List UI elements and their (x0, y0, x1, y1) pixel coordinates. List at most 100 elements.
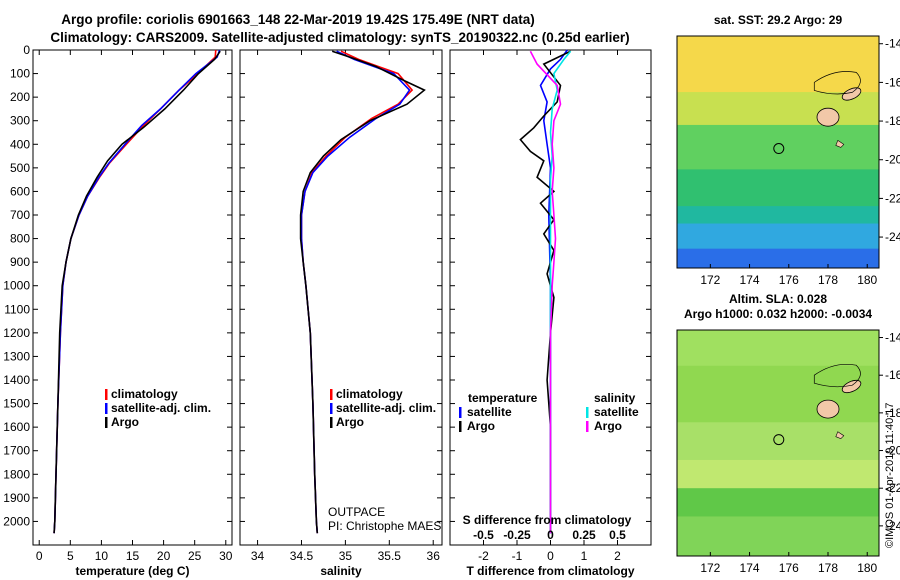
x-tick-label: 34 (251, 549, 265, 563)
series-line-satellite-adj-clim- (53, 49, 221, 534)
legend-temperature-title: temperature (468, 391, 538, 405)
map-x-tick-label: 180 (857, 273, 877, 287)
y-tick-label: 1200 (3, 326, 30, 340)
s-diff-tick-label: -0.25 (503, 528, 531, 542)
s-diff-tick-label: 0 (547, 528, 554, 542)
series-line-satellite-adj-clim- (300, 50, 411, 534)
y-tick-label: 1400 (3, 373, 30, 387)
argo-position-marker (773, 434, 785, 446)
plot-frame (239, 49, 443, 546)
map-x-tick-label: 172 (700, 273, 720, 287)
y-tick-label: 300 (10, 114, 30, 128)
legend-label: satellite-adj. clim. (336, 401, 436, 415)
legend-label: climatology (111, 387, 178, 401)
x-tick-label: 15 (126, 549, 140, 563)
map-x-tick-label: 174 (740, 561, 760, 575)
map-y-tick-label: -20 (885, 444, 900, 458)
y-tick-label: 2000 (3, 514, 30, 528)
legend-swatch (459, 421, 462, 432)
temperature-panel: 0 5 10 15 20 25 300100200300400500600700800900… (3, 43, 232, 578)
x-tick-label: 35.5 (378, 549, 402, 563)
map-y-tick-label: -22 (885, 191, 900, 205)
x-tick-label: 10 (95, 549, 109, 563)
series-line-s-argo (529, 50, 562, 534)
y-tick-label: 1100 (4, 302, 30, 316)
map-subtitle: Argo h1000: 0.032 h2000: -0.0034 (684, 307, 872, 321)
legend-swatch (459, 407, 462, 418)
x-tick-label: 36 (427, 549, 441, 563)
map-y-tick-label: -20 (885, 153, 900, 167)
map-y-tick-label: -18 (885, 114, 900, 128)
imos-credit: ©IMOS 01-Apr-2019 11:40:17 (884, 403, 896, 548)
map-band (677, 248, 879, 268)
legend-label: Argo (594, 419, 622, 433)
difference-panel: -2 -1 0 1 2T difference from climatology -0.5… (449, 49, 652, 578)
map-x-tick-label: 178 (818, 561, 838, 575)
map-band (677, 459, 879, 490)
y-tick-label: 1300 (3, 349, 30, 363)
map-y-tick-label: -16 (885, 75, 900, 89)
legend-label: Argo (467, 419, 495, 433)
salinity-panel: 34 34.5 35 35.5 36 salinity climatologysatelli… (239, 49, 443, 578)
y-tick-label: 600 (10, 184, 30, 198)
legend-swatch (586, 407, 589, 418)
map-band (677, 36, 879, 94)
x-tick-label: -2 (478, 549, 489, 563)
map-field (677, 36, 879, 268)
map-y-tick-label: -14 (885, 331, 900, 345)
x-tick-label: 34.5 (290, 549, 314, 563)
y-tick-label: 1800 (3, 467, 30, 481)
x-tick-label: 1 (581, 549, 588, 563)
map-title: Altim. SLA: 0.028 (729, 292, 827, 306)
island-viti-levu (816, 107, 840, 127)
map-y-tick-label: -18 (885, 406, 900, 420)
island-vanua-levu (841, 379, 862, 394)
map-x-tick-label: 172 (700, 561, 720, 575)
legend-swatch (330, 389, 333, 400)
argo-position-marker (773, 143, 785, 155)
series-line-t-argo (519, 50, 571, 534)
map-frame (676, 35, 880, 269)
x-axis-label: temperature (deg C) (75, 564, 189, 578)
map-band (677, 124, 879, 171)
map-band (677, 365, 879, 424)
s-diff-tick-label: 0.25 (572, 528, 596, 542)
map-y-tick-label: -16 (885, 368, 900, 382)
legend-label: satellite (467, 405, 512, 419)
x-tick-label: 0 (547, 549, 554, 563)
reef-outline (813, 363, 861, 388)
map-x-tick-label: 180 (857, 561, 877, 575)
legend-swatch (330, 403, 333, 414)
legend-label: Argo (111, 415, 139, 429)
s-diff-tick-label: -0.5 (473, 528, 494, 542)
title-line-1: Argo profile: coriolis 6901663_148 22-Ma… (61, 12, 534, 27)
y-tick-label: 1900 (3, 491, 30, 505)
map-y-tick-label: -14 (885, 37, 900, 51)
reef-outline (813, 71, 861, 95)
map-x-tick-label: 176 (779, 273, 799, 287)
y-tick-label: 1000 (3, 279, 30, 293)
x-axis-label: salinity (320, 564, 362, 578)
legend-swatch (330, 417, 333, 428)
map-band (677, 330, 879, 367)
annotation-project: OUTPACE (328, 505, 385, 519)
y-tick-label: 1700 (3, 444, 30, 458)
legend-label: satellite (594, 405, 639, 419)
island-kadavu (835, 431, 845, 440)
series-line-climatology (53, 49, 217, 534)
map-field (677, 330, 879, 556)
map-y-tick-label: -22 (885, 481, 900, 495)
map-frame (676, 329, 880, 557)
map-band (677, 516, 879, 556)
s-diff-axis-label: S difference from climatology (463, 513, 632, 527)
legend-label: satellite-adj. clim. (111, 401, 211, 415)
island-vanua-levu (841, 87, 862, 101)
y-tick-label: 900 (10, 255, 30, 269)
map-band (677, 206, 879, 225)
annotation-pi: PI: Christophe MAES (328, 519, 441, 533)
legend-swatch (105, 403, 108, 414)
map-title: sat. SST: 29.2 Argo: 29 (714, 13, 843, 27)
s-diff-tick-label: 0.5 (609, 528, 626, 542)
map-x-tick-label: 178 (818, 273, 838, 287)
sst-map-panel: 172 174 176 178 180 -14 -16 -18 -20 -22 -24 sat. SS… (676, 13, 900, 287)
